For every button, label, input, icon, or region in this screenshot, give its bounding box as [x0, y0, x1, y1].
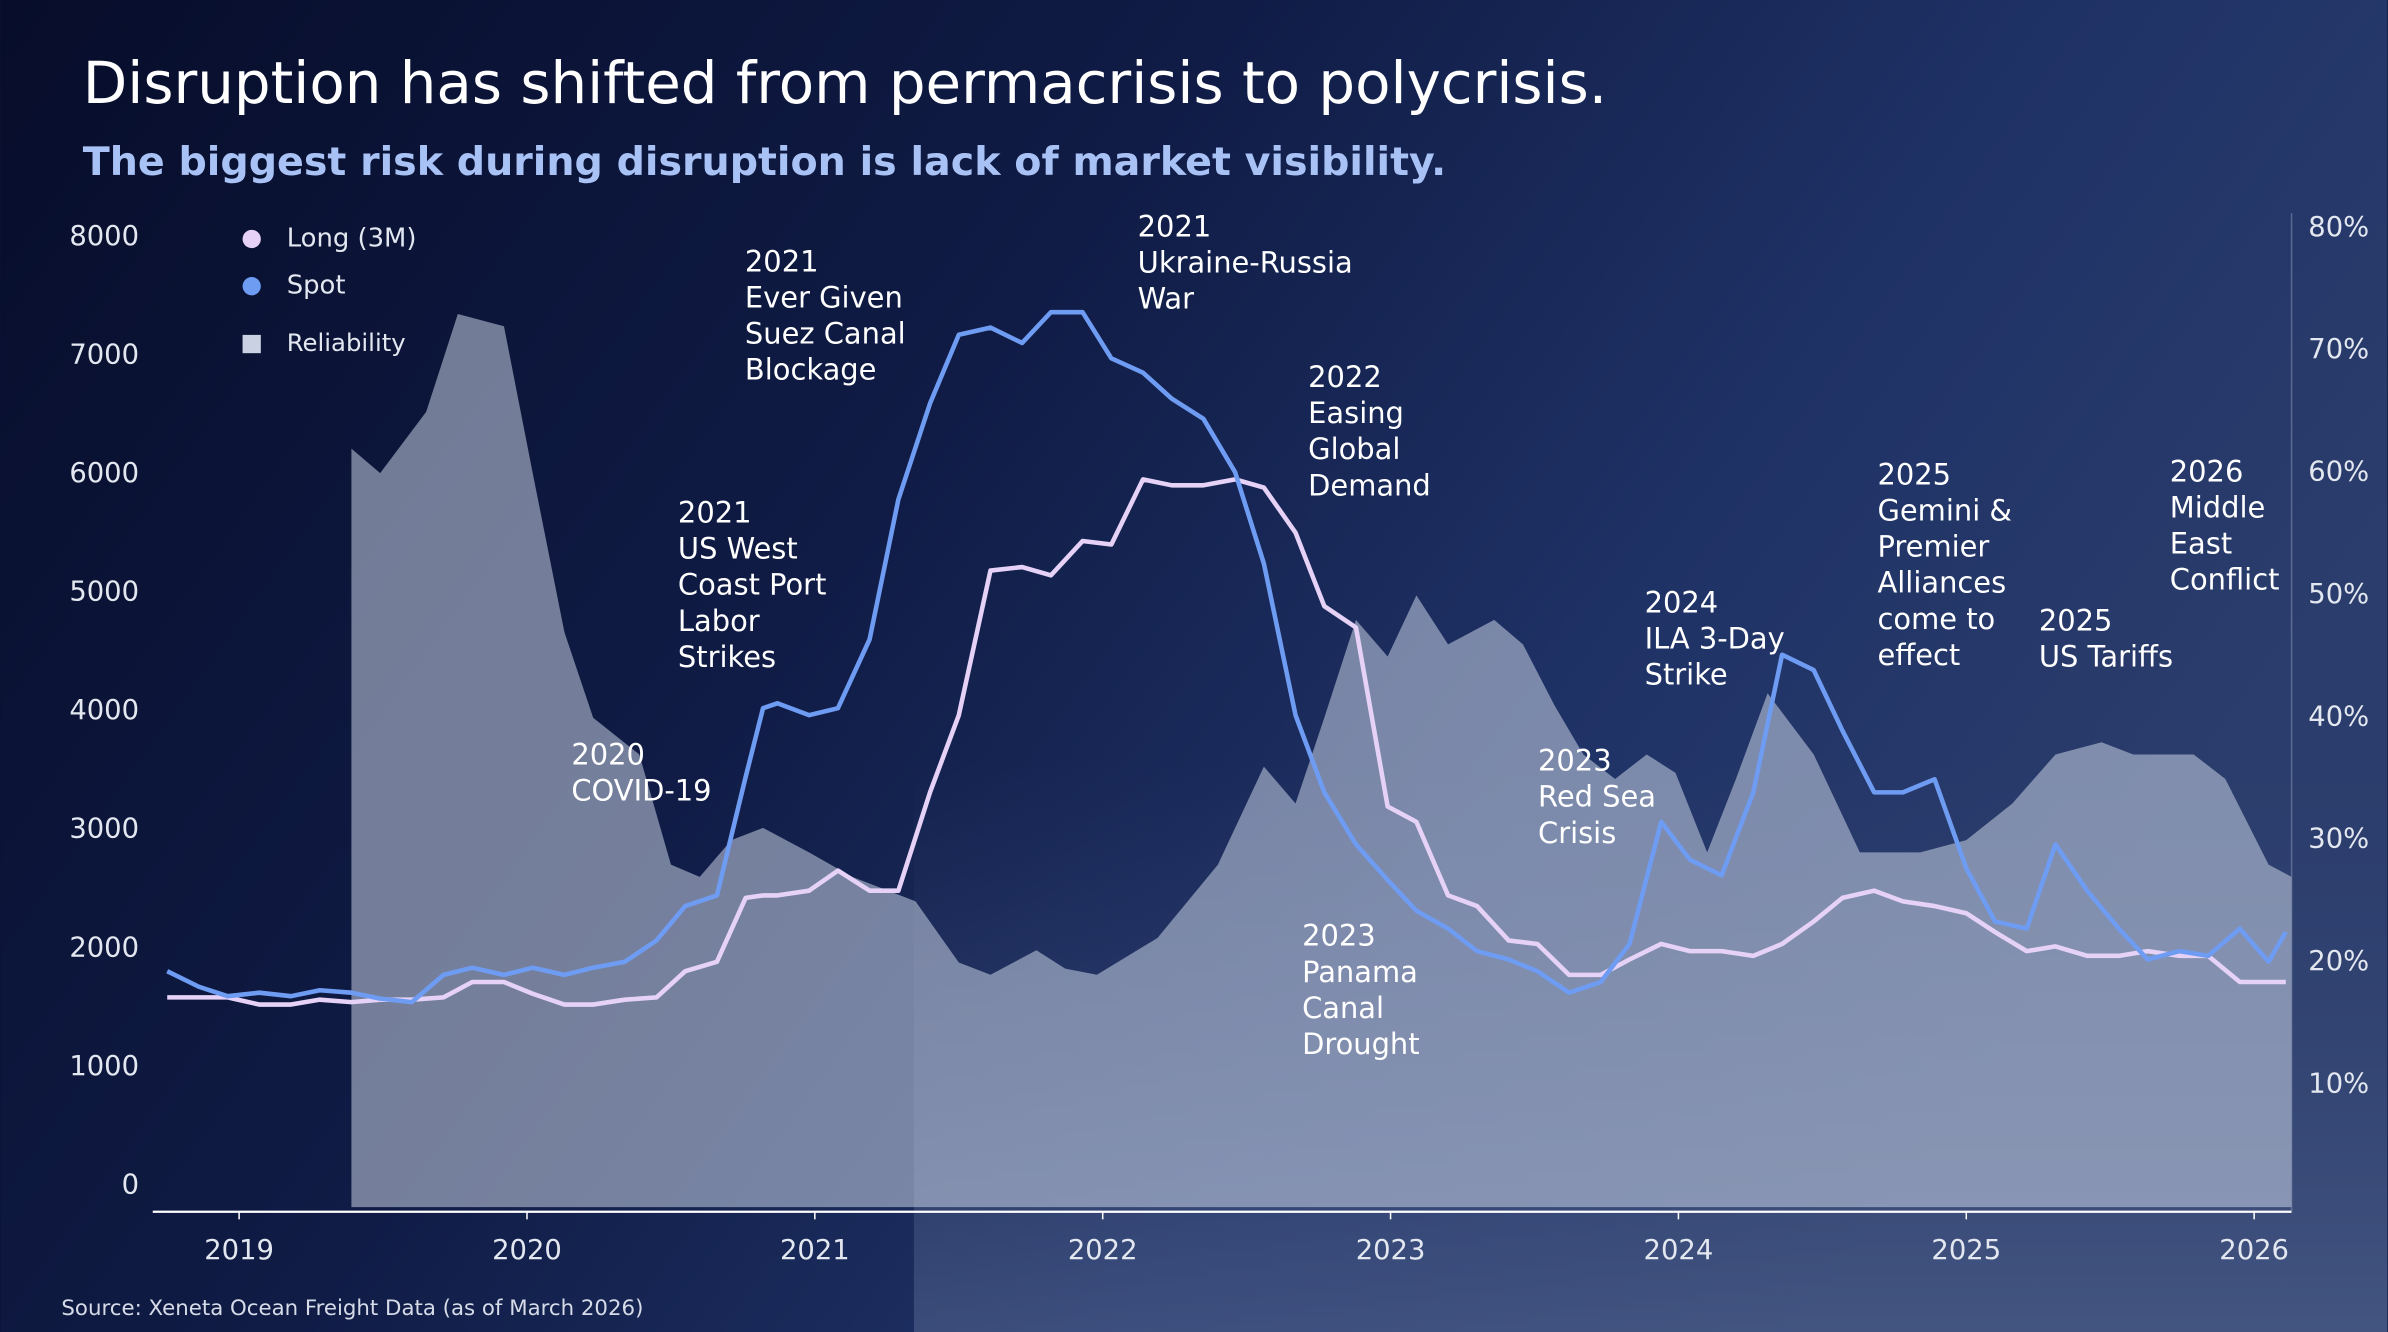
y2-tick-label: 50%	[2308, 579, 2369, 610]
annotation-text: Blockage	[745, 353, 877, 387]
y-tick-label: 1000	[69, 1051, 139, 1082]
annotation-text: Panama	[1302, 955, 1418, 989]
annotation-text: Easing	[1308, 396, 1404, 430]
y-tick-label: 7000	[69, 340, 139, 371]
annotation-text: Canal	[1302, 991, 1384, 1025]
annotation-text: Demand	[1308, 468, 1431, 502]
annotation-text: Drought	[1302, 1027, 1420, 1061]
annotation-text: COVID-19	[571, 774, 711, 808]
annotation-text: Crisis	[1538, 816, 1616, 850]
annotation-text: Suez Canal	[745, 317, 906, 351]
annotation-text: US West	[678, 532, 798, 566]
annotation-text: 2021	[678, 496, 752, 530]
source-note: Source: Xeneta Ocean Freight Data (as of…	[61, 1296, 643, 1321]
annotation-text: 2021	[745, 244, 819, 278]
y2-tick-label: 30%	[2308, 824, 2369, 855]
annotation-text: US Tariffs	[2039, 640, 2173, 674]
y2-tick-label: 40%	[2308, 701, 2369, 732]
annotation-text: 2024	[1645, 585, 1719, 619]
annotation-text: effect	[1878, 638, 1961, 672]
y-tick-label: 4000	[69, 695, 139, 726]
legend-label: Spot	[287, 271, 346, 301]
annotation-text: Red Sea	[1538, 780, 1656, 814]
annotation-text: 2023	[1538, 744, 1612, 778]
y-tick-label: 3000	[69, 814, 139, 845]
annotation-text: Middle	[2170, 491, 2265, 525]
annotation-text: ILA 3-Day	[1645, 621, 1785, 655]
annotation-text: Strikes	[678, 640, 776, 674]
y-tick-label: 5000	[69, 577, 139, 608]
series-line	[166, 309, 2288, 1005]
annotation-text: Coast Port	[678, 568, 826, 602]
y2-tick-label: 20%	[2308, 946, 2369, 977]
x-tick-label: 2020	[492, 1235, 562, 1266]
x-tick-label: 2025	[1931, 1235, 2001, 1266]
annotation-text: East	[2170, 527, 2232, 561]
annotation-text: come to	[1878, 602, 1996, 636]
annotation-text: Strike	[1645, 658, 1728, 692]
annotation-text: Labor	[678, 604, 760, 638]
x-tick-label: 2023	[1356, 1235, 1426, 1266]
chart-title: Disruption has shifted from permacrisis …	[83, 49, 1607, 117]
y2-tick-label: 10%	[2308, 1068, 2369, 1099]
annotation-text: Global	[1308, 432, 1400, 466]
annotation-text: Premier	[1878, 530, 1990, 564]
annotation-text: Conflict	[2170, 563, 2280, 597]
annotation-text: Gemini &	[1878, 494, 2012, 528]
legend-label: Long (3M)	[287, 223, 417, 253]
series-line	[167, 477, 2286, 1007]
legend-marker	[242, 229, 261, 249]
chart-subtitle: The biggest risk during disruption is la…	[83, 139, 1446, 185]
annotation-text: 2025	[1878, 457, 1952, 491]
annotation-text: Alliances	[1878, 566, 2007, 600]
annotation-text: Ever Given	[745, 280, 903, 314]
legend-label: Reliability	[287, 328, 406, 357]
y-tick-label: 8000	[69, 221, 139, 252]
legend-marker	[242, 277, 261, 296]
annotation-text: 2023	[1302, 919, 1376, 953]
y2-tick-label: 60%	[2308, 457, 2369, 488]
annotation-text: 2026	[2170, 454, 2244, 488]
y-tick-label: 6000	[69, 458, 139, 489]
reliability-area	[351, 314, 2292, 1208]
y-tick-label: 2000	[69, 932, 139, 963]
annotation-text: Ukraine-Russia	[1138, 245, 1353, 279]
y-tick-label: 0	[122, 1169, 139, 1200]
x-tick-label: 2022	[1068, 1235, 1138, 1266]
annotation-text: 2020	[571, 738, 645, 772]
annotation-text: War	[1138, 281, 1194, 315]
annotation-text: 2022	[1308, 360, 1382, 394]
x-tick-label: 2019	[204, 1235, 274, 1266]
annotation-text: 2025	[2039, 604, 2113, 638]
plot-area: 2019 2020 2021 2022 2023 2024 2025 2026 0 1000 200…	[69, 209, 2369, 1265]
x-tick-label: 2021	[780, 1235, 850, 1266]
legend-marker	[242, 334, 261, 354]
y2-tick-label: 70%	[2308, 334, 2369, 365]
x-tick-label: 2024	[1644, 1235, 1714, 1266]
x-tick-label: 2026	[2219, 1235, 2289, 1266]
y2-tick-label: 80%	[2308, 212, 2369, 243]
annotation-text: 2021	[1138, 209, 1212, 243]
